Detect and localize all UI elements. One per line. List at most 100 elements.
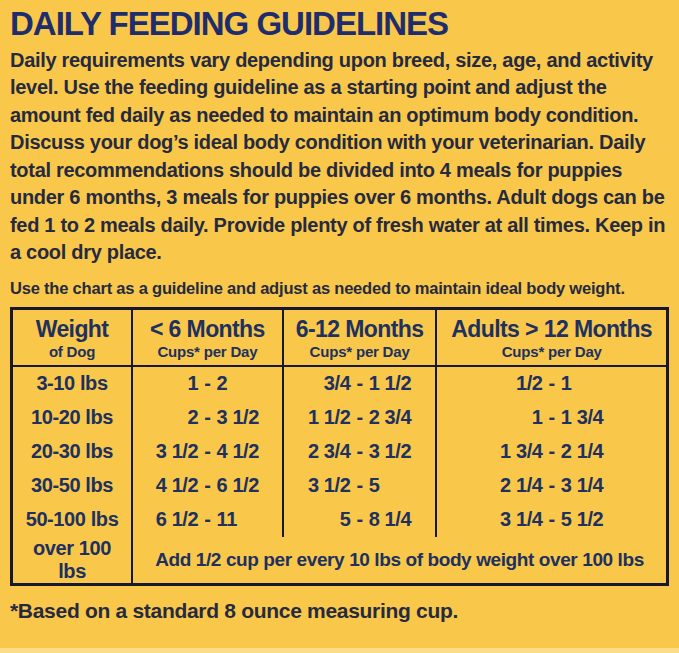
- header-adults: Adults > 12 Months Cups* per Day: [436, 308, 667, 366]
- table-row: 30-50 lbs 4 1/2 - 6 1/2 3 1/2 - 5: [12, 469, 668, 503]
- range-dash: -: [350, 440, 368, 463]
- range-cell-6-12: 2 3/4 - 3 1/2: [283, 435, 437, 469]
- header-under-6-months-title: < 6 Months: [135, 317, 280, 341]
- weight-cell: 50-100 lbs: [12, 503, 133, 537]
- cup-range: 2 1/4 - 3 1/4: [441, 474, 662, 497]
- header-6-12-months-title: 6-12 Months: [286, 317, 434, 341]
- range-high: 2 1/4: [561, 440, 662, 463]
- range-low: 1: [137, 372, 198, 395]
- range-high: 3 1/4: [561, 474, 662, 497]
- header-adults-title: Adults > 12 Months: [439, 317, 664, 341]
- range-cell-adults: 1 - 1 3/4: [436, 401, 667, 435]
- cup-range: 5 - 8 1/4: [288, 508, 432, 531]
- cup-range: 1 - 2: [137, 372, 278, 395]
- range-low: 1 3/4: [441, 440, 542, 463]
- range-dash: -: [543, 474, 561, 497]
- cup-range: 3 1/2 - 5: [288, 474, 432, 497]
- range-high: 4 1/2: [217, 440, 278, 463]
- range-dash: -: [543, 372, 561, 395]
- range-dash: -: [198, 474, 216, 497]
- header-weight-subtitle: of Dog: [15, 344, 129, 359]
- cup-range: 3 1/2 - 4 1/2: [137, 440, 278, 463]
- intro-paragraph: Daily requirements vary depending upon b…: [10, 47, 669, 267]
- weight-cell: 10-20 lbs: [12, 401, 133, 435]
- range-cell-under6: 2 - 3 1/2: [132, 401, 283, 435]
- range-high: 3 1/2: [217, 406, 278, 429]
- range-low: 1 1/2: [288, 406, 351, 429]
- range-cell-under6: 1 - 2: [132, 366, 283, 401]
- range-cell-adults: 3 1/4 - 5 1/2: [436, 503, 667, 537]
- cup-range: 3/4 - 1 1/2: [288, 372, 432, 395]
- cup-range: 1 3/4 - 2 1/4: [441, 440, 662, 463]
- range-cell-6-12: 5 - 8 1/4: [283, 503, 437, 537]
- header-6-12-months-subtitle: Cups* per Day: [286, 344, 434, 359]
- range-high: 2: [217, 372, 278, 395]
- header-under-6-months: < 6 Months Cups* per Day: [132, 308, 283, 366]
- range-low: 3 1/4: [441, 508, 542, 531]
- weight-cell: over 100 lbs: [12, 537, 133, 585]
- range-high: 5: [369, 474, 432, 497]
- range-dash: -: [198, 440, 216, 463]
- range-cell-adults: 1/2 - 1: [436, 366, 667, 401]
- range-cell-under6: 4 1/2 - 6 1/2: [132, 469, 283, 503]
- range-cell-adults: 1 3/4 - 2 1/4: [436, 435, 667, 469]
- range-dash: -: [350, 508, 368, 531]
- range-high: 1 3/4: [561, 406, 662, 429]
- table-row-overflow: over 100 lbs Add 1/2 cup per every 10 lb…: [12, 537, 668, 585]
- range-cell-under6: 3 1/2 - 4 1/2: [132, 435, 283, 469]
- range-high: 6 1/2: [217, 474, 278, 497]
- range-low: 2 3/4: [288, 440, 351, 463]
- range-low: 1/2: [441, 372, 542, 395]
- range-dash: -: [543, 440, 561, 463]
- chart-note: Use the chart as a guideline and adjust …: [10, 279, 669, 298]
- weight-cell: 30-50 lbs: [12, 469, 133, 503]
- page-title: DAILY FEEDING GUIDELINES: [10, 7, 669, 42]
- range-low: 3 1/2: [288, 474, 351, 497]
- range-low: 4 1/2: [137, 474, 198, 497]
- range-low: 6 1/2: [137, 508, 198, 531]
- range-dash: -: [350, 372, 368, 395]
- range-high: 1 1/2: [369, 372, 432, 395]
- range-dash: -: [543, 508, 561, 531]
- range-high: 8 1/4: [369, 508, 432, 531]
- cup-range: 2 3/4 - 3 1/2: [288, 440, 432, 463]
- range-high: 3 1/2: [369, 440, 432, 463]
- feeding-guidelines-label: DAILY FEEDING GUIDELINES Daily requireme…: [0, 0, 679, 623]
- table-row: 50-100 lbs 6 1/2 - 11 5 - 8 1/4: [12, 503, 668, 537]
- cup-range: 4 1/2 - 6 1/2: [137, 474, 278, 497]
- range-low: 2 1/4: [441, 474, 542, 497]
- cup-range: 3 1/4 - 5 1/2: [441, 508, 662, 531]
- table-header-row: Weight of Dog < 6 Months Cups* per Day 6…: [12, 308, 668, 366]
- bottom-edge-strip: [0, 648, 679, 653]
- weight-cell: 20-30 lbs: [12, 435, 133, 469]
- range-cell-6-12: 3 1/2 - 5: [283, 469, 437, 503]
- range-dash: -: [198, 508, 216, 531]
- range-dash: -: [543, 406, 561, 429]
- table-row: 20-30 lbs 3 1/2 - 4 1/2 2 3/4 - 3 1/2: [12, 435, 668, 469]
- feeding-table: Weight of Dog < 6 Months Cups* per Day 6…: [10, 307, 669, 586]
- cup-range: 2 - 3 1/2: [137, 406, 278, 429]
- range-low: 2: [137, 406, 198, 429]
- range-cell-6-12: 1 1/2 - 2 3/4: [283, 401, 437, 435]
- range-low: 1: [441, 406, 542, 429]
- header-adults-subtitle: Cups* per Day: [439, 344, 664, 359]
- range-cell-6-12: 3/4 - 1 1/2: [283, 366, 437, 401]
- header-6-12-months: 6-12 Months Cups* per Day: [283, 308, 437, 366]
- range-dash: -: [198, 406, 216, 429]
- range-low: 5: [288, 508, 351, 531]
- range-low: 3 1/2: [137, 440, 198, 463]
- cup-range: 1/2 - 1: [441, 372, 662, 395]
- cup-range: 6 1/2 - 11: [137, 508, 278, 531]
- range-high: 5 1/2: [561, 508, 662, 531]
- range-cell-adults: 2 1/4 - 3 1/4: [436, 469, 667, 503]
- header-under-6-months-subtitle: Cups* per Day: [135, 344, 280, 359]
- range-dash: -: [350, 406, 368, 429]
- weight-cell: 3-10 lbs: [12, 366, 133, 401]
- table-row: 10-20 lbs 2 - 3 1/2 1 1/2 - 2 3/4: [12, 401, 668, 435]
- table-row: 3-10 lbs 1 - 2 3/4 - 1 1/2: [12, 366, 668, 401]
- overflow-note: Add 1/2 cup per every 10 lbs of body wei…: [132, 537, 667, 585]
- header-weight-title: Weight: [15, 317, 129, 341]
- cup-range: 1 - 1 3/4: [441, 406, 662, 429]
- range-dash: -: [350, 474, 368, 497]
- range-cell-under6: 6 1/2 - 11: [132, 503, 283, 537]
